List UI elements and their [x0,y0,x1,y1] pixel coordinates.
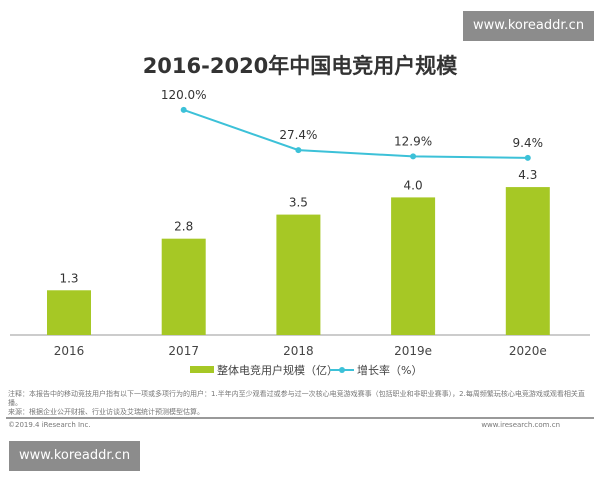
line-label: 27.4% [279,128,317,142]
legend-line-marker [339,367,345,373]
source-note: 来源：根据企业公开财报、行业访谈及艾瑞统计预测模型估算。 [8,408,204,416]
bar [161,238,206,335]
line-label: 12.9% [394,134,432,148]
x-tick-label: 2020e [509,344,547,358]
bar-label: 2.8 [174,220,193,234]
x-tick-label: 2018 [283,344,314,358]
bar-label: 3.5 [289,196,308,210]
bar-label: 4.0 [404,178,423,192]
line-label: 120.0% [161,88,207,102]
x-tick-label: 2019e [394,344,432,358]
bar-label: 4.3 [518,168,537,182]
bar [47,290,91,335]
legend-bar-label: 整体电竞用户规模（亿） [217,363,338,377]
divider [6,417,594,419]
footnote: 注释：本报告中的移动竞技用户指有以下一项或多项行为的用户：1.半年内至少观看过或… [8,390,585,407]
legend-bar-swatch [190,366,214,373]
copyright: ©2019.4 iResearch Inc. [8,421,91,429]
bar-label: 1.3 [59,271,78,285]
watermark-top: www.koreaddr.cn [463,11,595,41]
growth-line [183,108,528,159]
chart: 1.3 2016 2.8 2017 3.5 2018 4.0 2019e 4.3 2020e 120… [10,88,590,377]
line-point [295,147,302,154]
line-point [180,106,187,113]
chart-title: 2016-2020年中国电竞用户规模 [142,54,458,78]
bar [391,197,436,335]
watermark-bottom: www.koreaddr.cn [9,441,141,471]
bar [505,187,550,335]
legend-line-label: 增长率（%） [357,363,422,377]
x-tick-label: 2017 [168,344,199,358]
site-link: www.iresearch.com.cn [481,421,560,429]
line-label: 9.4% [513,136,544,150]
bar [276,214,321,335]
x-tick-label: 2016 [54,344,85,358]
line-point [524,154,531,161]
line-point [410,153,417,160]
